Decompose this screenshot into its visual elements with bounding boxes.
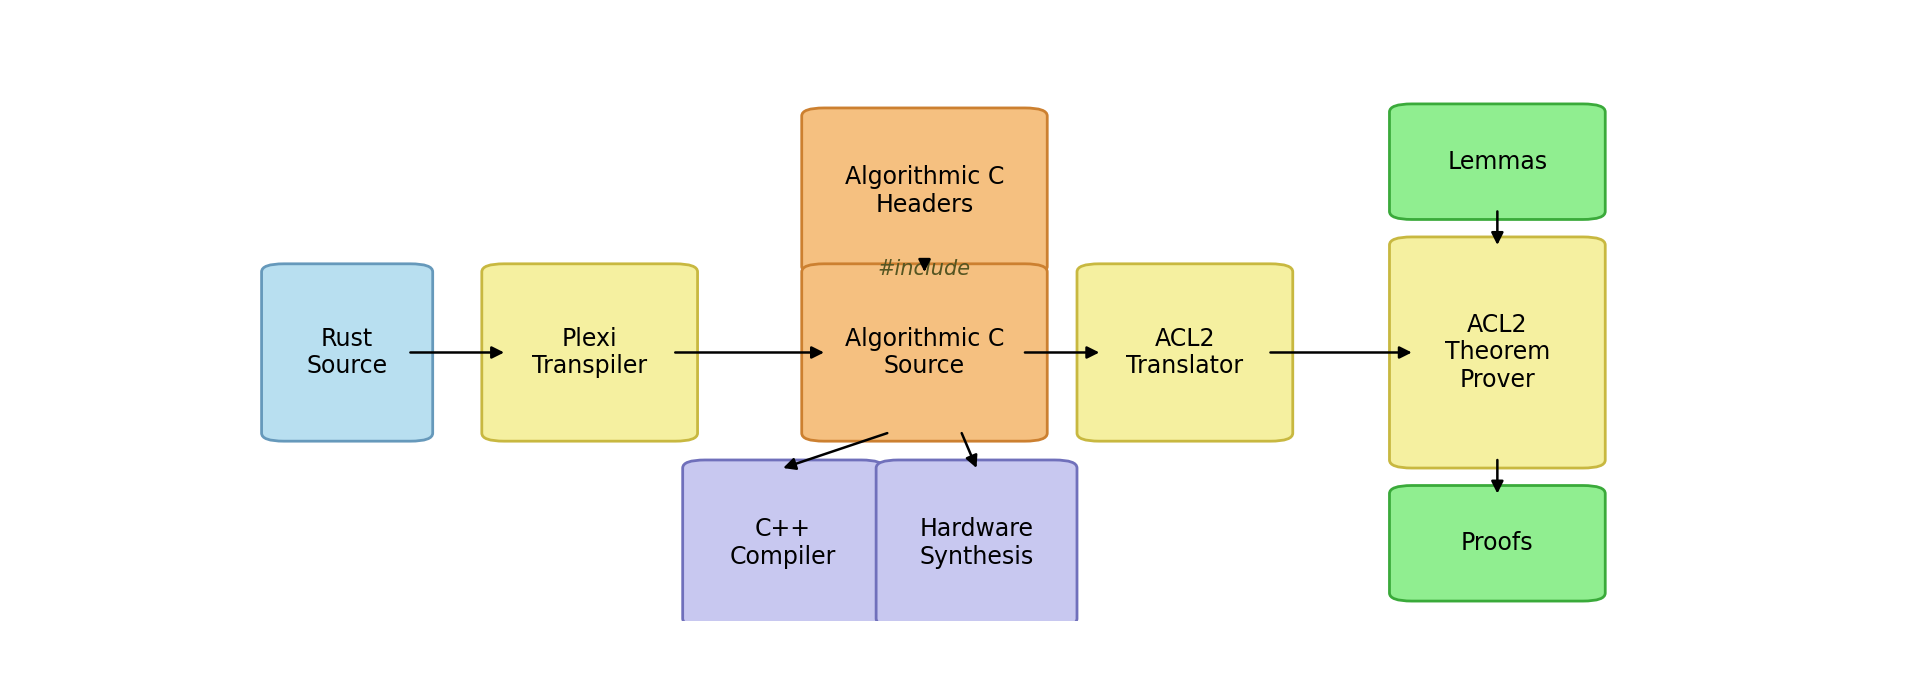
FancyBboxPatch shape xyxy=(1390,237,1605,468)
Text: #include: #include xyxy=(877,259,972,279)
FancyBboxPatch shape xyxy=(482,264,697,441)
Text: ACL2
Theorem
Prover: ACL2 Theorem Prover xyxy=(1444,313,1549,392)
Text: Hardware
Synthesis: Hardware Synthesis xyxy=(920,517,1033,569)
Text: Algorithmic C
Source: Algorithmic C Source xyxy=(845,327,1004,378)
Text: Rust
Source: Rust Source xyxy=(307,327,388,378)
FancyBboxPatch shape xyxy=(1390,104,1605,219)
FancyBboxPatch shape xyxy=(1077,264,1292,441)
FancyBboxPatch shape xyxy=(803,264,1046,441)
FancyBboxPatch shape xyxy=(876,460,1077,627)
FancyBboxPatch shape xyxy=(1390,486,1605,601)
Text: Proofs: Proofs xyxy=(1461,531,1534,556)
Text: Algorithmic C
Headers: Algorithmic C Headers xyxy=(845,165,1004,217)
FancyBboxPatch shape xyxy=(261,264,432,441)
Text: Lemmas: Lemmas xyxy=(1448,149,1548,174)
Text: C++
Compiler: C++ Compiler xyxy=(730,517,837,569)
Text: Plexi
Transpiler: Plexi Transpiler xyxy=(532,327,647,378)
FancyBboxPatch shape xyxy=(803,108,1046,274)
FancyBboxPatch shape xyxy=(684,460,883,627)
Text: ACL2
Translator: ACL2 Translator xyxy=(1127,327,1244,378)
